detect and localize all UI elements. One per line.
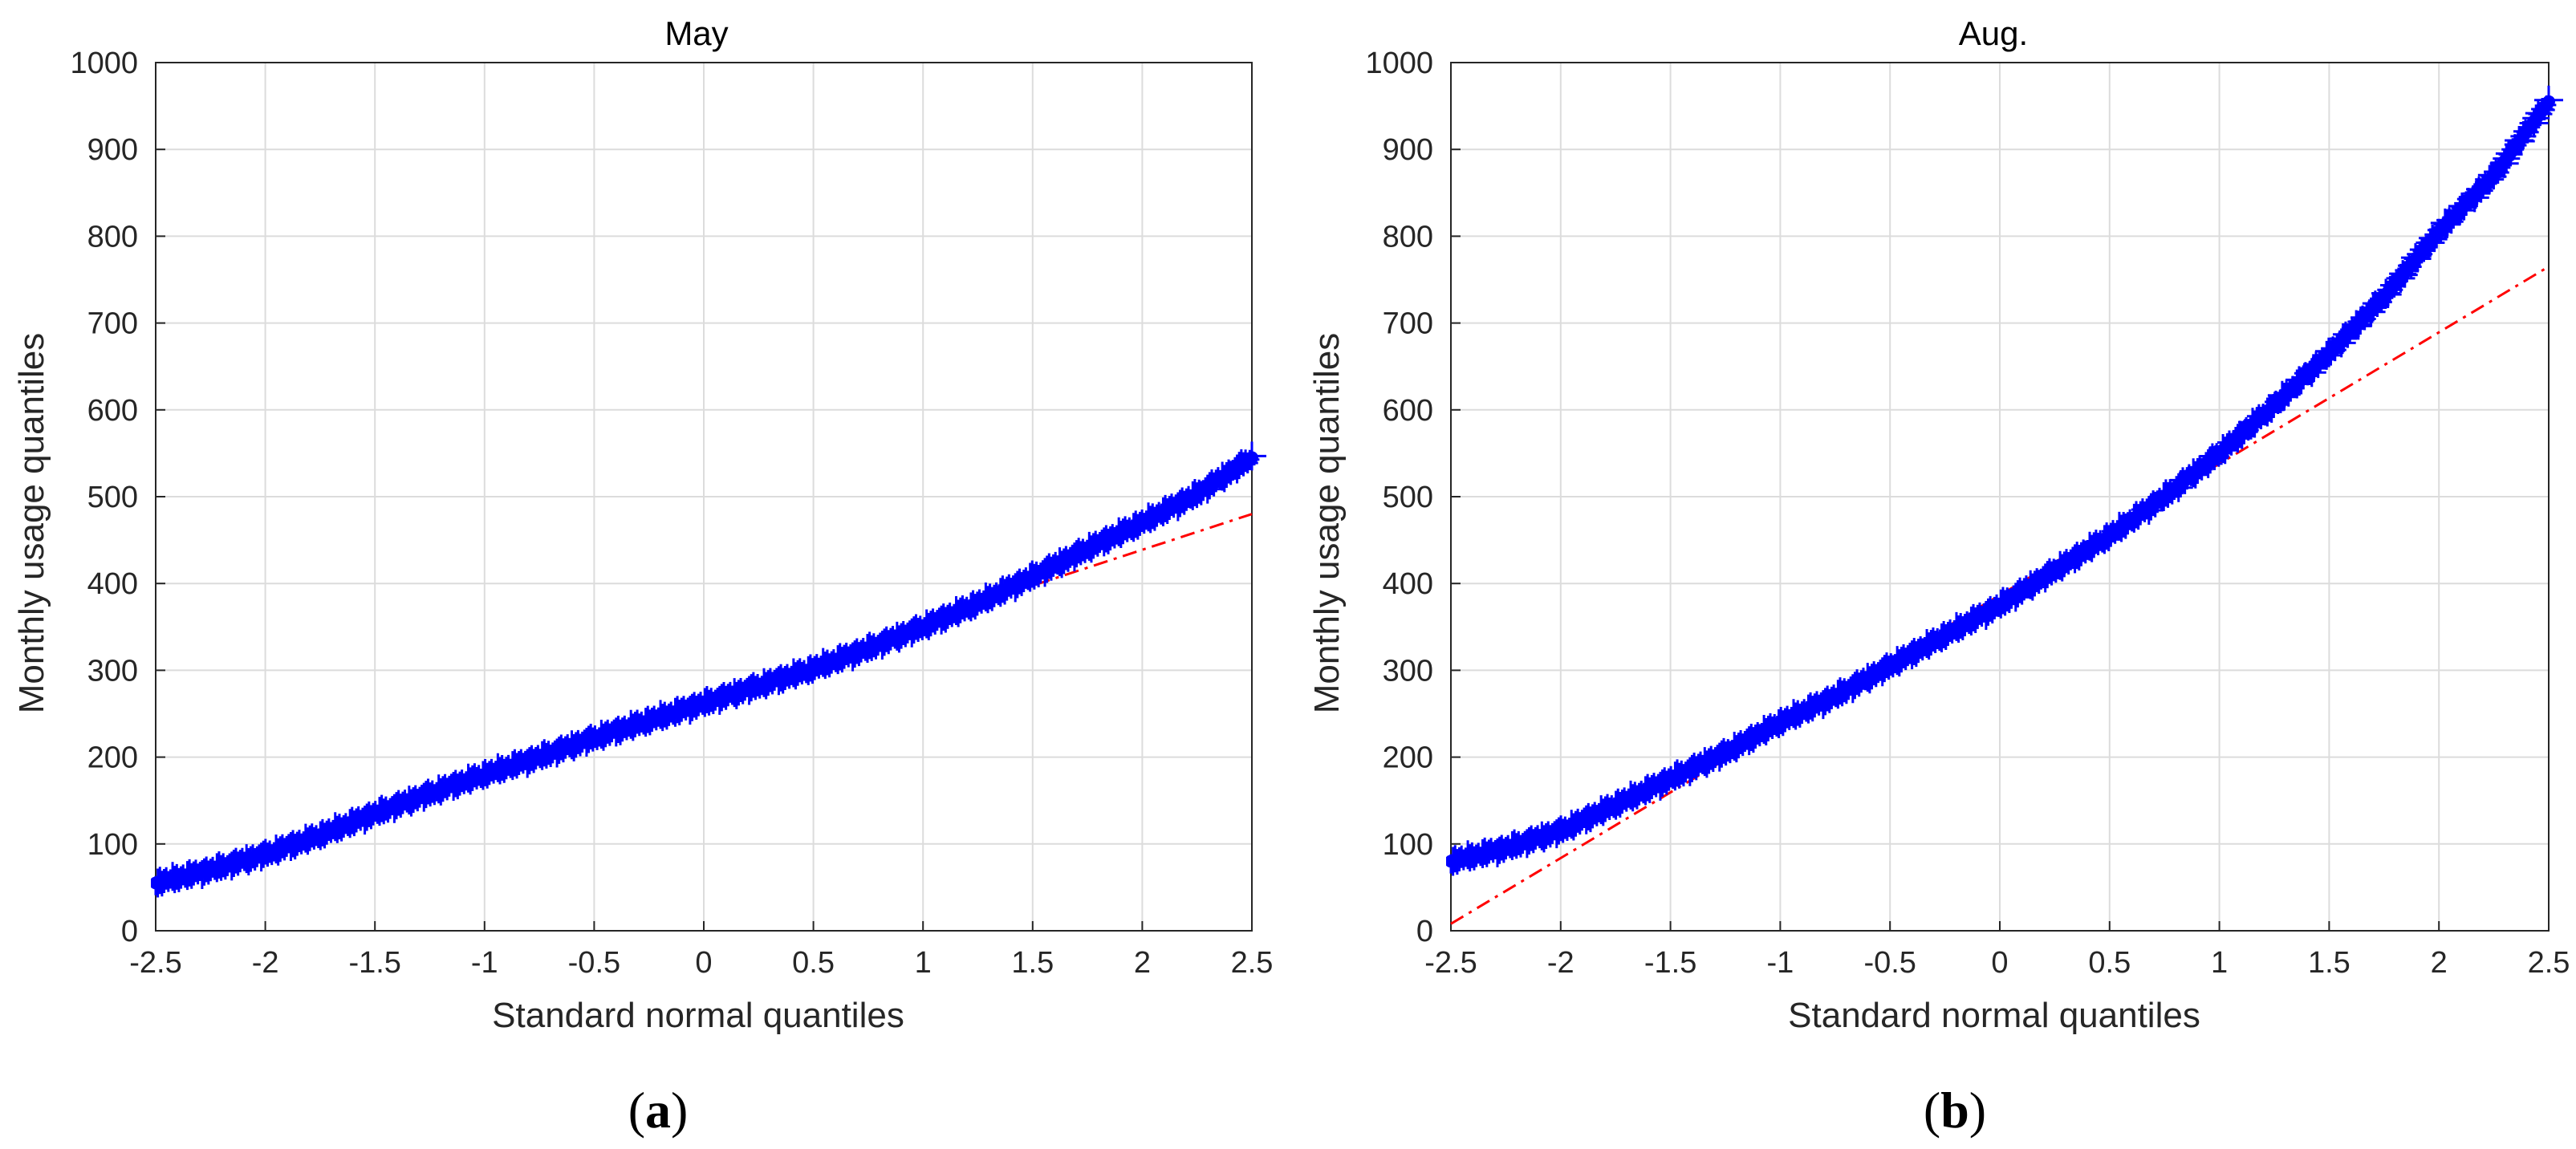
y-tick-label: 300 (87, 654, 138, 688)
y-tick-label: 400 (1383, 567, 1433, 601)
x-axis-title: Standard normal quantiles (1788, 996, 2200, 1035)
panel-title: Aug. (1959, 14, 2028, 52)
y-tick-label: 300 (1383, 654, 1433, 688)
reference-line (977, 513, 1253, 605)
x-tick-label: 0.5 (792, 946, 835, 980)
x-tick-label: 0 (1991, 946, 2008, 980)
y-axis-title: Monthly usage quantiles (12, 333, 51, 714)
y-tick-label: 500 (1383, 481, 1433, 514)
y-tick-label: 100 (1383, 828, 1433, 862)
plot-frame (1450, 62, 2550, 932)
x-tick-label: 2.5 (1231, 946, 1274, 980)
y-tick-label: 600 (1383, 394, 1433, 428)
x-tick-label: 1.5 (2308, 946, 2350, 980)
tick-labels-may: -2.5 -2 -1.5 -1 -0.5 0 0.5 1 1.5 2 2.5 0 100 200 300 40… (70, 47, 1273, 980)
y-tick-label: 1000 (70, 47, 138, 80)
x-tick-label: -2 (1547, 946, 1574, 980)
y-tick-label: 400 (87, 567, 138, 601)
quantile-marks-aug (1446, 85, 2563, 876)
quantile-trace (151, 451, 1258, 890)
x-tick-label: -2.5 (129, 946, 181, 980)
axes-frame-may (155, 62, 1253, 932)
x-tick-label: -1.5 (348, 946, 400, 980)
y-tick-label: 0 (121, 915, 138, 948)
y-tick-label: 900 (1383, 133, 1433, 167)
y-tick-label: 900 (87, 133, 138, 167)
y-tick-label: 200 (87, 741, 138, 775)
panel-caption: (a) (628, 1082, 689, 1139)
quantile-marks-may (151, 441, 1266, 898)
x-tick-label: 1 (915, 946, 932, 980)
y-tick-label: 1000 (1365, 47, 1433, 80)
x-tick-label: 0.5 (2088, 946, 2131, 980)
x-tick-label: 2 (1134, 946, 1151, 980)
panel-aug: -2.5 -2 -1.5 -1 -0.5 0 0.5 1 1.5 2 2.5 0 100 200 300 40… (1307, 14, 2570, 1139)
panel-caption: (b) (1924, 1082, 1986, 1139)
axes-frame-aug (1450, 62, 2550, 932)
y-tick-label: 200 (1383, 741, 1433, 775)
tick-labels-aug: -2.5 -2 -1.5 -1 -0.5 0 0.5 1 1.5 2 2.5 0 100 200 300 40… (1365, 47, 2570, 980)
quantile-trace (1446, 95, 2555, 868)
x-tick-label: -1 (471, 946, 498, 980)
x-tick-label: -0.5 (568, 946, 620, 980)
caption-letter: b (1940, 1082, 1969, 1139)
y-tick-label: 700 (87, 307, 138, 341)
panel-title: May (664, 14, 728, 52)
x-tick-label: -2.5 (1424, 946, 1477, 980)
y-tick-label: 800 (1383, 220, 1433, 254)
x-tick-label: -0.5 (1863, 946, 1916, 980)
grid-may (155, 62, 1253, 932)
plot-frame (155, 62, 1253, 932)
y-tick-label: 500 (87, 481, 138, 514)
x-tick-label: -2 (252, 946, 279, 980)
y-tick-label: 600 (87, 394, 138, 428)
panel-may: -2.5 -2 -1.5 -1 -0.5 0 0.5 1 1.5 2 2.5 0 100 200 300 40… (12, 14, 1273, 1139)
x-tick-label: -1 (1767, 946, 1794, 980)
x-axis-title: Standard normal quantiles (492, 996, 904, 1035)
x-tick-label: 0 (695, 946, 712, 980)
reference-line-may (977, 513, 1253, 605)
y-tick-label: 100 (87, 828, 138, 862)
y-tick-label: 0 (1416, 915, 1433, 948)
x-tick-label: 1.5 (1011, 946, 1054, 980)
y-tick-label: 700 (1383, 307, 1433, 341)
y-axis-title: Monthly usage quantiles (1307, 333, 1347, 714)
x-tick-label: 2 (2431, 946, 2448, 980)
x-tick-label: -1.5 (1644, 946, 1696, 980)
caption-letter: a (645, 1082, 671, 1139)
x-tick-label: 2.5 (2528, 946, 2570, 980)
x-tick-label: 1 (2211, 946, 2228, 980)
y-tick-label: 800 (87, 220, 138, 254)
